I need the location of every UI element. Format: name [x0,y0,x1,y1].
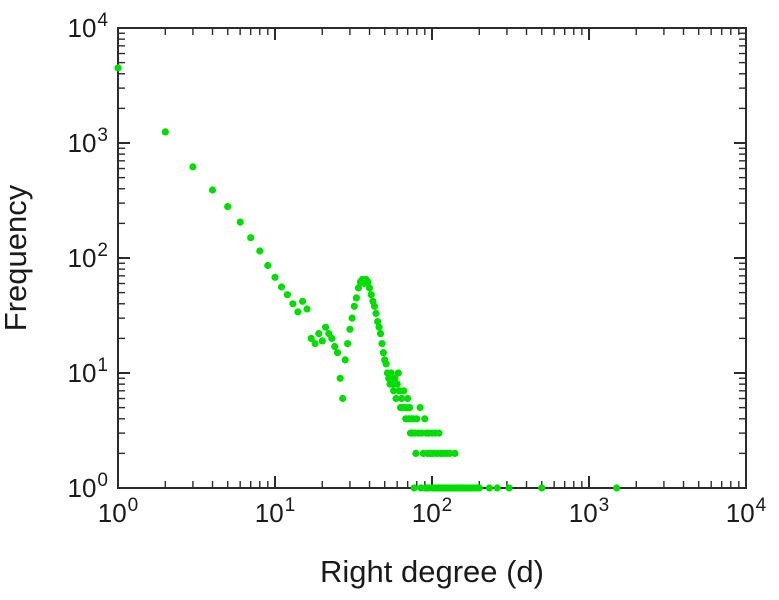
data-point [446,449,454,457]
data-point [376,330,385,338]
data-point [161,128,169,136]
data-point [344,340,352,348]
data-point [354,284,362,292]
y-tick-label: 100 [68,470,109,503]
data-point [410,484,418,492]
data-point [416,404,424,412]
data-point [475,484,483,492]
data-point [271,273,279,281]
y-axis-label: Frequency [0,184,33,331]
data-point [435,429,443,437]
data-point [392,394,400,403]
y-tick-label: 101 [68,355,109,388]
data-point [372,309,380,317]
data-point [421,415,429,423]
data-point [390,387,398,395]
data-point [299,297,307,305]
data-point [352,294,360,302]
data-point [613,484,621,492]
data-point [294,308,302,316]
data-point [315,330,323,338]
data-point [264,261,272,270]
data-point [333,349,342,357]
data-point [322,323,330,331]
data-point [485,484,493,492]
data-point [224,203,232,211]
plot-area: 100 101 102 103 104 100 101 102 103 104 [68,10,767,528]
data-point [367,291,375,299]
data-point [400,387,408,395]
data-point [394,369,402,377]
data-point [350,302,358,310]
data-point [311,340,319,348]
data-point [307,334,315,342]
data-point [378,340,386,348]
plot-border [117,27,747,489]
data-point [393,380,401,388]
data-point [346,325,354,333]
data-point [277,283,286,291]
data-point [391,374,399,382]
data-point [374,318,382,326]
data-point [328,334,336,342]
data-point [247,234,255,242]
data-point [538,484,546,492]
data-point [236,218,244,226]
data-point [283,291,291,299]
data-point [413,415,421,423]
x-axis-label: Right degree (d) [320,554,544,589]
data-point [256,247,264,255]
data-point [339,394,347,403]
data-point [379,349,387,357]
y-tick-label: 102 [68,240,109,273]
y-tick-label: 104 [68,10,109,43]
data-point [493,484,501,492]
x-tick-label: 104 [726,495,767,528]
data-point [505,484,513,492]
data-point [331,342,339,351]
data-point [289,300,297,308]
data-point [412,449,420,457]
data-point [398,394,406,403]
data-point [336,374,344,382]
y-tick-label: 103 [68,125,109,158]
data-point [208,186,217,194]
data-point [370,302,379,310]
data-point [404,394,412,403]
data-point [318,337,326,345]
data-point [387,369,395,377]
data-point [365,284,374,292]
data-point [451,449,459,457]
data-point [406,404,414,412]
data-point [341,356,349,364]
x-tick-label: 102 [412,495,453,528]
data-point [348,314,356,322]
data-point [364,278,372,286]
x-tick-label: 100 [98,495,139,528]
data-point [303,305,311,313]
x-tick-label: 103 [569,495,610,528]
data-point [375,323,383,331]
data-point [114,64,122,72]
x-tick-label: 101 [255,495,296,528]
data-point [189,163,197,171]
data-point [382,360,390,368]
